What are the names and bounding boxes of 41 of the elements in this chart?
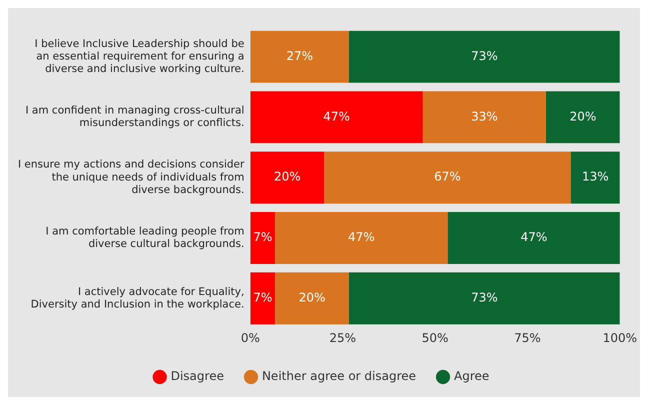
- legend-label: Neither agree or disagree: [262, 369, 416, 384]
- bar: [250, 212, 276, 264]
- data-label: 73%: [471, 48, 498, 63]
- data-label: 20%: [570, 109, 596, 124]
- bar: [448, 212, 620, 264]
- data-label: 73%: [471, 290, 498, 305]
- bar: [275, 272, 349, 324]
- data-label: 47%: [348, 230, 375, 244]
- data-label: 20%: [274, 170, 301, 184]
- y-tick-label: I ensure my actions and decisions consider the unique needs of individuals from diverse backgrounds.: [18, 158, 245, 196]
- x-tick-label: 25%: [329, 330, 356, 345]
- data-label: 27%: [286, 48, 313, 63]
- y-tick-label: I am comfortable leading people from diverse cultural backgrounds.: [46, 225, 244, 250]
- data-label: 33%: [471, 109, 498, 124]
- bar: [250, 91, 423, 144]
- bar: [250, 30, 349, 83]
- legend-label: Disagree: [170, 369, 224, 384]
- bar: [275, 212, 448, 264]
- data-label: 47%: [323, 109, 350, 124]
- bar: [250, 152, 324, 204]
- y-tick-label: I believe Inclusive Leadership should be an essential requirement for ensuring a diverse and inclusive working culture.: [34, 38, 244, 76]
- data-label: 7%: [253, 290, 272, 305]
- x-tick-label: 50%: [422, 330, 448, 345]
- y-tick-label: I actively advocate for Equality, Diversity and Inclusion in the workplace.: [30, 286, 244, 310]
- data-label: 20%: [298, 290, 326, 305]
- bar: [546, 91, 620, 144]
- x-tick-label: 0%: [240, 330, 260, 345]
- data-label: 13%: [582, 170, 609, 184]
- bar: [422, 91, 546, 144]
- bar: [348, 30, 620, 83]
- data-label: 47%: [520, 230, 548, 244]
- data-label: 67%: [434, 170, 461, 184]
- bar: [324, 152, 571, 204]
- bar: [570, 152, 620, 204]
- bar: [250, 272, 276, 324]
- data-label: 7%: [253, 230, 272, 244]
- y-tick-label: I am confident in managing cross-cultural misunderstandings or conflicts.: [25, 104, 244, 130]
- bar: [348, 272, 620, 324]
- x-tick-label: 75%: [514, 330, 541, 345]
- x-tick-label: 100%: [602, 330, 638, 345]
- legend-label: Agree: [454, 369, 490, 384]
